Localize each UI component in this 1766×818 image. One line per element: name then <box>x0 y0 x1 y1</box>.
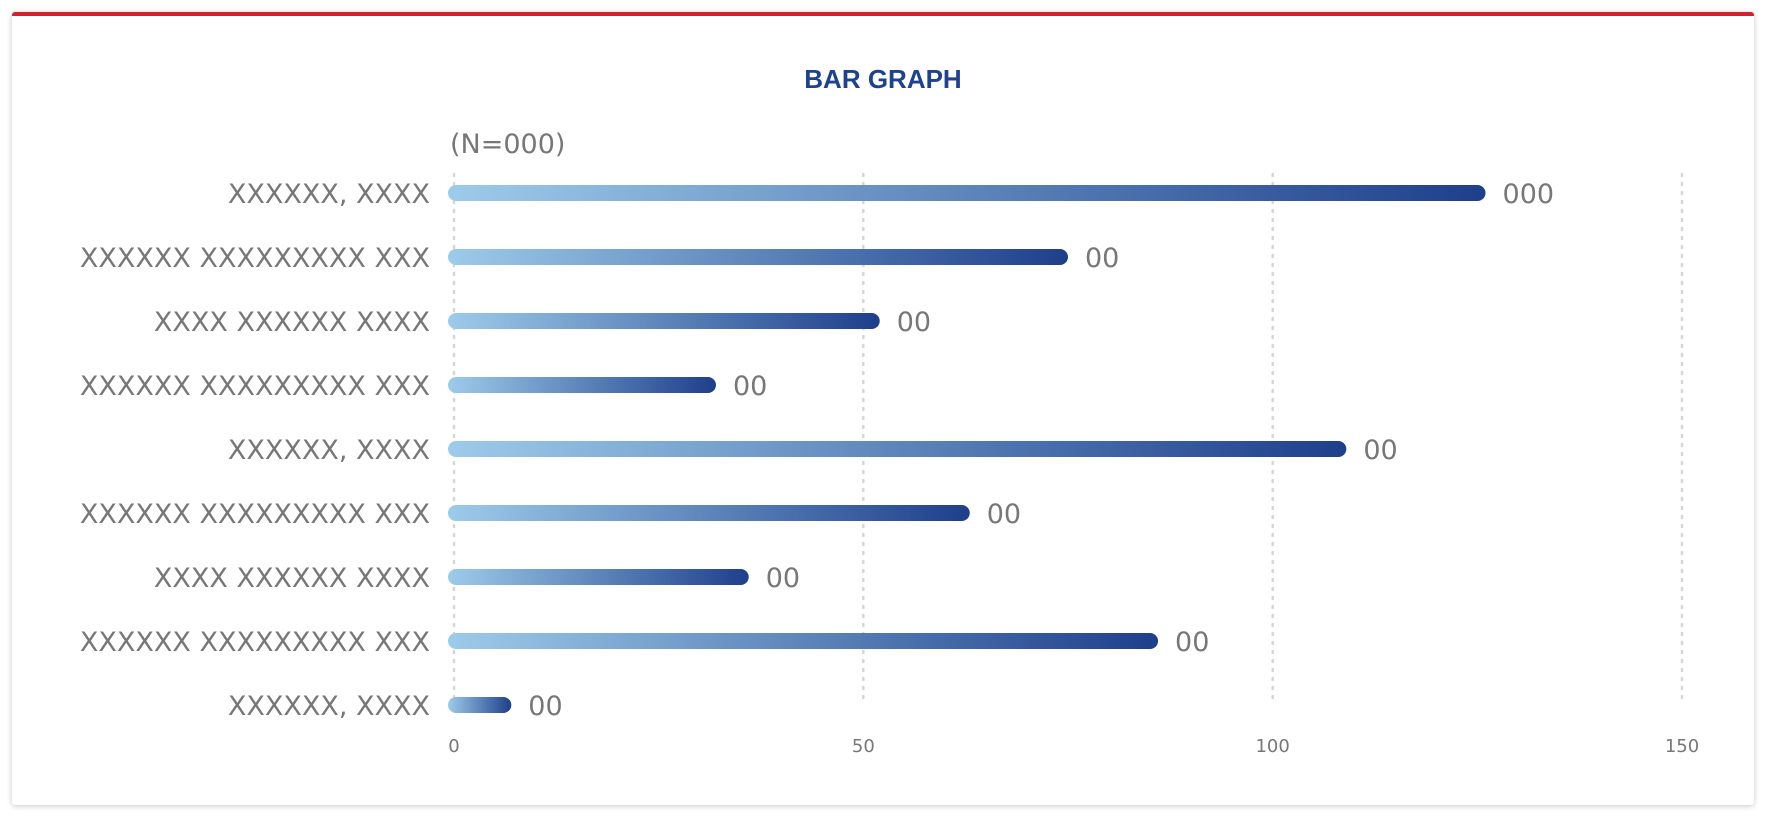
x-tick-label: 0 <box>448 736 459 757</box>
category-label: XXXXXX XXXXXXXXX XXX <box>80 371 430 402</box>
category-label: XXXXXX, XXXX <box>228 691 430 722</box>
bar <box>448 377 716 393</box>
category-label: XXXX XXXXXX XXXX <box>154 307 430 338</box>
data-label: 00 <box>1085 243 1119 274</box>
data-label: 00 <box>987 499 1021 530</box>
data-label: 00 <box>897 307 931 338</box>
data-label: 00 <box>766 563 800 594</box>
chart-card <box>12 12 1754 805</box>
chart-title: BAR GRAPH <box>804 64 962 94</box>
category-label: XXXX XXXXXX XXXX <box>154 563 430 594</box>
bar <box>448 505 970 521</box>
x-tick-label: 100 <box>1255 736 1289 757</box>
bar <box>448 185 1486 201</box>
bar <box>448 569 749 585</box>
x-tick-label: 50 <box>852 736 875 757</box>
data-label: 00 <box>1363 435 1397 466</box>
data-label: 00 <box>733 371 767 402</box>
data-label: 00 <box>1175 627 1209 658</box>
bar <box>448 313 880 329</box>
x-tick-label: 150 <box>1665 736 1699 757</box>
bar <box>448 697 512 713</box>
bar <box>448 633 1159 649</box>
bar <box>448 249 1068 265</box>
category-label: XXXXXX XXXXXXXXX XXX <box>80 499 430 530</box>
category-label: XXXXXX, XXXX <box>228 179 430 210</box>
chart-subtitle: (N=000) <box>450 129 565 160</box>
category-label: XXXXXX XXXXXXXXX XXX <box>80 243 430 274</box>
bar <box>448 441 1347 457</box>
data-label: 00 <box>528 691 562 722</box>
category-label: XXXXXX XXXXXXXXX XXX <box>80 627 430 658</box>
category-label: XXXXXX, XXXX <box>228 435 430 466</box>
data-label: 000 <box>1503 179 1555 210</box>
